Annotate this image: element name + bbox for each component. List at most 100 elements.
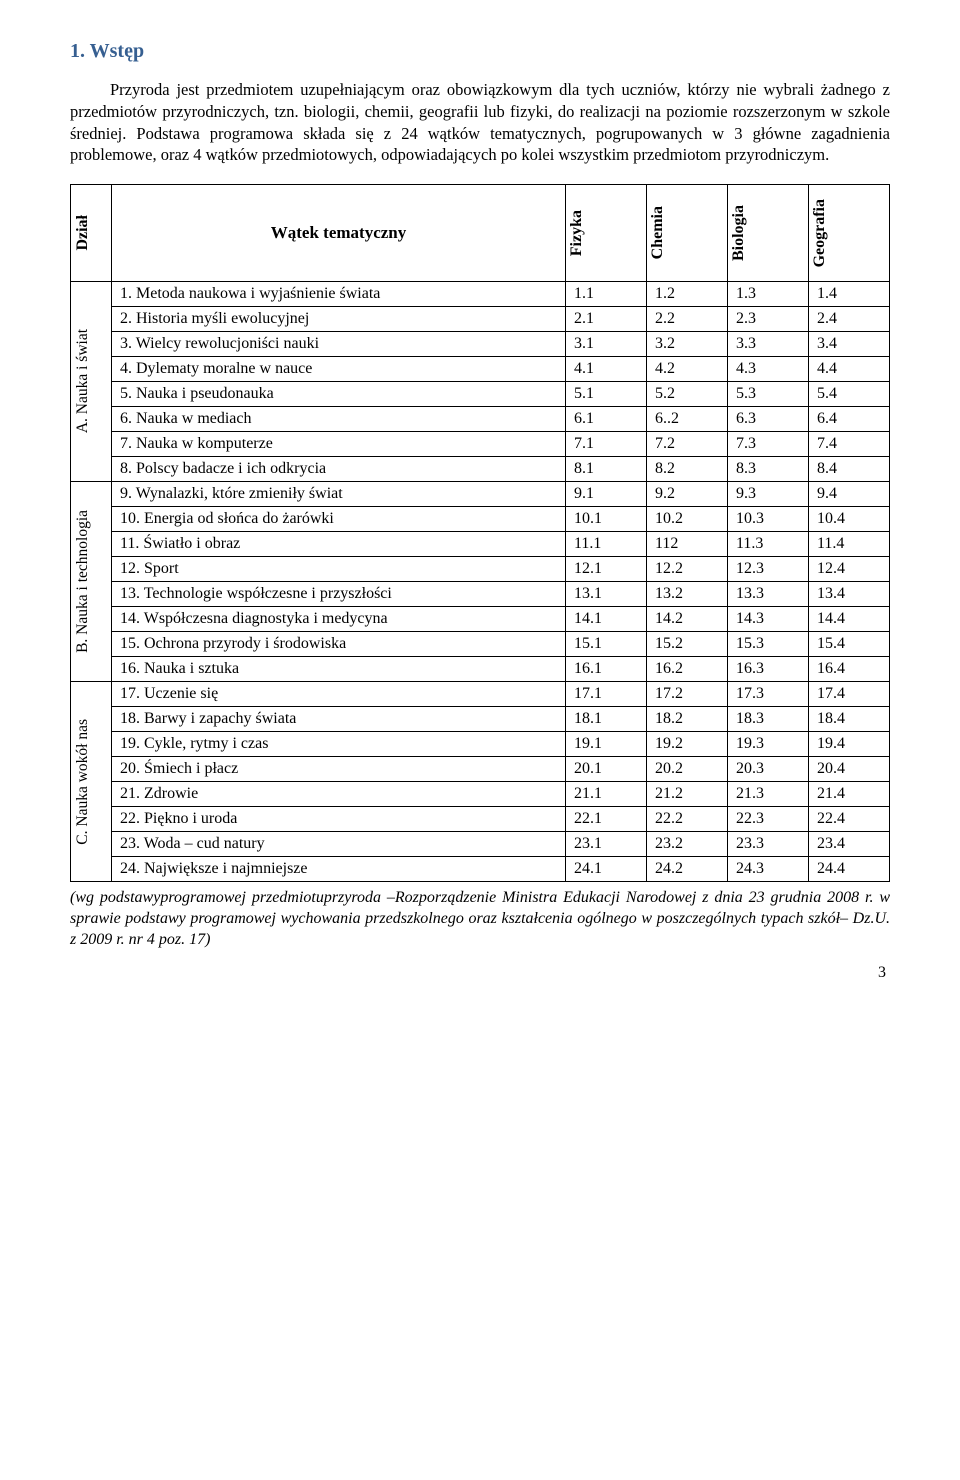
value-cell: 23.3 (728, 832, 809, 857)
value-cell: 14.3 (728, 607, 809, 632)
topic-cell: 20. Śmiech i płacz (112, 757, 566, 782)
table-row: C. Nauka wokół nas17. Uczenie się17.117.… (71, 682, 890, 707)
value-cell: 5.3 (728, 382, 809, 407)
value-cell: 22.1 (566, 807, 647, 832)
value-cell: 20.2 (647, 757, 728, 782)
header-row: Dział Wątek tematyczny Fizyka Chemia Bio… (71, 185, 890, 282)
topic-cell: 5. Nauka i pseudonauka (112, 382, 566, 407)
section-label-cell: C. Nauka wokół nas (71, 682, 112, 882)
value-cell: 18.1 (566, 707, 647, 732)
section-label: A. Nauka i świat (74, 329, 92, 433)
value-cell: 15.3 (728, 632, 809, 657)
value-cell: 9.2 (647, 482, 728, 507)
value-cell: 13.2 (647, 582, 728, 607)
table-row: A. Nauka i świat1. Metoda naukowa i wyja… (71, 282, 890, 307)
table-row: 5. Nauka i pseudonauka5.15.25.35.4 (71, 382, 890, 407)
value-cell: 19.2 (647, 732, 728, 757)
table-row: B. Nauka i technologia9. Wynalazki, któr… (71, 482, 890, 507)
value-cell: 3.2 (647, 332, 728, 357)
value-cell: 20.1 (566, 757, 647, 782)
header-geografia: Geografia (809, 185, 890, 282)
value-cell: 16.4 (809, 657, 890, 682)
topic-cell: 9. Wynalazki, które zmieniły świat (112, 482, 566, 507)
section-heading: 1. Wstęp (70, 40, 890, 63)
value-cell: 19.4 (809, 732, 890, 757)
section-label-cell: A. Nauka i świat (71, 282, 112, 482)
section-label: B. Nauka i technologia (74, 510, 92, 653)
topic-cell: 14. Współczesna diagnostyka i medycyna (112, 607, 566, 632)
value-cell: 19.3 (728, 732, 809, 757)
topic-cell: 23. Woda – cud natury (112, 832, 566, 857)
value-cell: 23.4 (809, 832, 890, 857)
value-cell: 11.1 (566, 532, 647, 557)
table-row: 18. Barwy i zapachy świata18.118.218.318… (71, 707, 890, 732)
topic-cell: 15. Ochrona przyrody i środowiska (112, 632, 566, 657)
value-cell: 22.4 (809, 807, 890, 832)
value-cell: 15.1 (566, 632, 647, 657)
header-chemia-label: Chemia (649, 206, 667, 259)
table-row: 3. Wielcy rewolucjoniści nauki3.13.23.33… (71, 332, 890, 357)
topics-table: Dział Wątek tematyczny Fizyka Chemia Bio… (70, 184, 890, 882)
value-cell: 7.4 (809, 432, 890, 457)
value-cell: 21.1 (566, 782, 647, 807)
table-row: 7. Nauka w komputerze7.17.27.37.4 (71, 432, 890, 457)
table-row: 15. Ochrona przyrody i środowiska15.1 15.… (71, 632, 890, 657)
table-header: Dział Wątek tematyczny Fizyka Chemia Bio… (71, 185, 890, 282)
value-cell: 1.4 (809, 282, 890, 307)
value-cell: 7.2 (647, 432, 728, 457)
topic-cell: 16. Nauka i sztuka (112, 657, 566, 682)
value-cell: 7.3 (728, 432, 809, 457)
intro-paragraph: Przyroda jest przedmiotem uzupełniającym… (70, 79, 890, 166)
header-biologia: Biologia (728, 185, 809, 282)
value-cell: 11.4 (809, 532, 890, 557)
table-row: 11. Światło i obraz11.111211.311.4 (71, 532, 890, 557)
value-cell: 22.3 (728, 807, 809, 832)
table-row: 10. Energia od słońca do żarówki10.110.2… (71, 507, 890, 532)
value-cell: 10.1 (566, 507, 647, 532)
value-cell: 22.2 (647, 807, 728, 832)
value-cell: 10.3 (728, 507, 809, 532)
value-cell: 6.4 (809, 407, 890, 432)
header-biologia-label: Biologia (730, 205, 748, 261)
table-row: 16. Nauka i sztuka16.116.216.316.4 (71, 657, 890, 682)
topic-cell: 12. Sport (112, 557, 566, 582)
topic-cell: 3. Wielcy rewolucjoniści nauki (112, 332, 566, 357)
value-cell: 17.4 (809, 682, 890, 707)
value-cell: 16.2 (647, 657, 728, 682)
header-topic: Wątek tematyczny (112, 185, 566, 282)
value-cell: 19.1 (566, 732, 647, 757)
value-cell: 17.2 (647, 682, 728, 707)
table-row: 2. Historia myśli ewolucyjnej2.12.22.32.… (71, 307, 890, 332)
value-cell: 6..2 (647, 407, 728, 432)
value-cell: 2.4 (809, 307, 890, 332)
footnote: (wg podstawyprogramowej przedmiotuprzyro… (70, 888, 890, 950)
value-cell: 1.1 (566, 282, 647, 307)
table-row: 23. Woda – cud natury23.123.223.323.4 (71, 832, 890, 857)
topic-cell: 13. Technologie współczesne i przyszłośc… (112, 582, 566, 607)
value-cell: 12.2 (647, 557, 728, 582)
value-cell: 10.4 (809, 507, 890, 532)
value-cell: 18.4 (809, 707, 890, 732)
value-cell: 21.3 (728, 782, 809, 807)
value-cell: 21.2 (647, 782, 728, 807)
value-cell: 1.2 (647, 282, 728, 307)
document-page: 1. Wstęp Przyroda jest przedmiotem uzupe… (0, 0, 960, 1022)
table-row: 4. Dylematy moralne w nauce4.14.24.34.4 (71, 357, 890, 382)
value-cell: 18.2 (647, 707, 728, 732)
value-cell: 24.3 (728, 857, 809, 882)
value-cell: 10.2 (647, 507, 728, 532)
value-cell: 16.3 (728, 657, 809, 682)
value-cell: 4.1 (566, 357, 647, 382)
header-dzial-label: Dział (74, 215, 92, 251)
topic-cell: 17. Uczenie się (112, 682, 566, 707)
value-cell: 20.3 (728, 757, 809, 782)
topic-cell: 8. Polscy badacze i ich odkrycia (112, 457, 566, 482)
value-cell: 1.3 (728, 282, 809, 307)
value-cell: 11.3 (728, 532, 809, 557)
value-cell: 4.2 (647, 357, 728, 382)
table-row: 24. Największe i najmniejsze24.124.224.3… (71, 857, 890, 882)
value-cell: 8.1 (566, 457, 647, 482)
value-cell: 16.1 (566, 657, 647, 682)
value-cell: 24.2 (647, 857, 728, 882)
value-cell: 14.2 (647, 607, 728, 632)
